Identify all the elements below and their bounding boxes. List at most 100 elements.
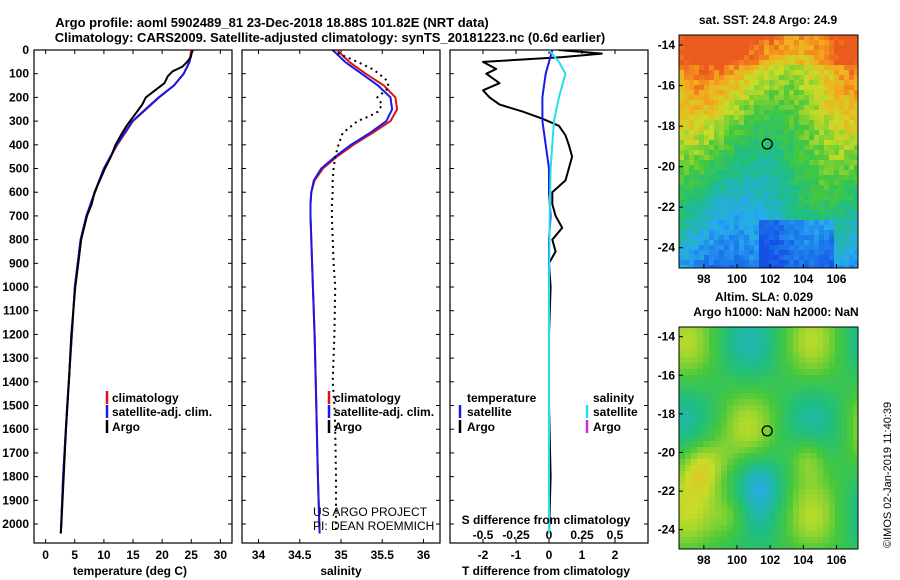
- map-cell: [835, 351, 842, 358]
- map-cell: [709, 120, 715, 126]
- depth-tick-label: 1400: [2, 375, 29, 389]
- map-cell: [744, 210, 750, 216]
- map-cell: [799, 45, 805, 51]
- map-cell: [769, 185, 775, 191]
- map-cell: [684, 145, 690, 151]
- map-cell: [804, 190, 810, 196]
- map-cell: [844, 130, 850, 136]
- map-cell: [684, 80, 690, 86]
- map-cell: [814, 60, 820, 66]
- map-cell: [714, 80, 720, 86]
- map-cell: [829, 339, 836, 346]
- map-cell: [805, 543, 812, 550]
- map-cell: [794, 50, 800, 56]
- map-cell: [721, 507, 728, 514]
- map-cell: [685, 531, 692, 538]
- map-cell: [849, 165, 855, 171]
- depth-tick-label: 800: [9, 233, 29, 247]
- map-cell: [679, 160, 685, 166]
- map-cell: [759, 170, 765, 176]
- map-cell: [841, 495, 848, 502]
- map-cell: [814, 95, 820, 101]
- map-cell: [799, 55, 805, 61]
- map-cell: [841, 525, 848, 532]
- depth-tick-label: 1300: [2, 351, 29, 365]
- map-cell: [779, 240, 785, 246]
- map-cell: [724, 235, 730, 241]
- map-cell: [763, 483, 770, 490]
- map-cell: [769, 210, 775, 216]
- map-cell: [775, 339, 782, 346]
- map-cell: [841, 429, 848, 436]
- map-cell: [719, 225, 725, 231]
- map-cell: [789, 245, 795, 251]
- map-cell: [709, 210, 715, 216]
- map-cell: [799, 351, 806, 358]
- map-cell: [829, 399, 836, 406]
- map-cell: [727, 363, 734, 370]
- map-cell: [745, 531, 752, 538]
- map-cell: [839, 130, 845, 136]
- map-cell: [787, 405, 794, 412]
- map-cell: [809, 220, 815, 226]
- map-cell: [699, 260, 705, 266]
- map-cell: [744, 85, 750, 91]
- map-cell: [709, 215, 715, 221]
- map-cell: [834, 175, 840, 181]
- map-cell: [721, 453, 728, 460]
- map-cell: [733, 477, 740, 484]
- map-cell: [763, 543, 770, 550]
- map-cell: [715, 477, 722, 484]
- map-cell: [751, 495, 758, 502]
- map-cell: [824, 105, 830, 111]
- map-cell: [774, 150, 780, 156]
- map-cell: [733, 441, 740, 448]
- map-cell: [839, 220, 845, 226]
- map-cell: [824, 210, 830, 216]
- map-cell: [794, 265, 800, 269]
- map-cell: [739, 180, 745, 186]
- map-lon-label: 104: [793, 553, 813, 567]
- map-cell: [814, 225, 820, 231]
- map-cell: [763, 507, 770, 514]
- map-cell: [811, 525, 818, 532]
- map-cell: [793, 381, 800, 388]
- map-cell: [824, 240, 830, 246]
- map-cell: [699, 70, 705, 76]
- map-cell: [719, 105, 725, 111]
- map-cell: [699, 240, 705, 246]
- map-cell: [709, 125, 715, 131]
- map-cell: [679, 423, 686, 430]
- map-cell: [819, 155, 825, 161]
- map-cell: [699, 120, 705, 126]
- map-cell: [835, 417, 842, 424]
- map-cell: [829, 423, 836, 430]
- map-cell: [809, 65, 815, 71]
- map-cell: [745, 447, 752, 454]
- map-cell: [709, 220, 715, 226]
- map-cell: [787, 501, 794, 508]
- map-cell: [727, 543, 734, 550]
- map-cell: [804, 55, 810, 61]
- map-cell: [824, 175, 830, 181]
- map-cell: [704, 225, 710, 231]
- map-cell: [727, 441, 734, 448]
- map-cell: [744, 230, 750, 236]
- map-cell: [789, 175, 795, 181]
- map-cell: [854, 95, 859, 101]
- map-cell: [754, 65, 760, 71]
- map-cell: [754, 75, 760, 81]
- map-cell: [793, 357, 800, 364]
- map-cell: [733, 471, 740, 478]
- map-cell: [853, 501, 859, 508]
- map-cell: [751, 531, 758, 538]
- map-cell: [784, 215, 790, 221]
- map-cell: [739, 90, 745, 96]
- map-cell: [733, 459, 740, 466]
- map-cell: [721, 423, 728, 430]
- map-cell: [709, 543, 716, 550]
- map-cell: [814, 135, 820, 141]
- map-cell: [775, 411, 782, 418]
- map-cell: [744, 65, 750, 71]
- map-cell: [764, 240, 770, 246]
